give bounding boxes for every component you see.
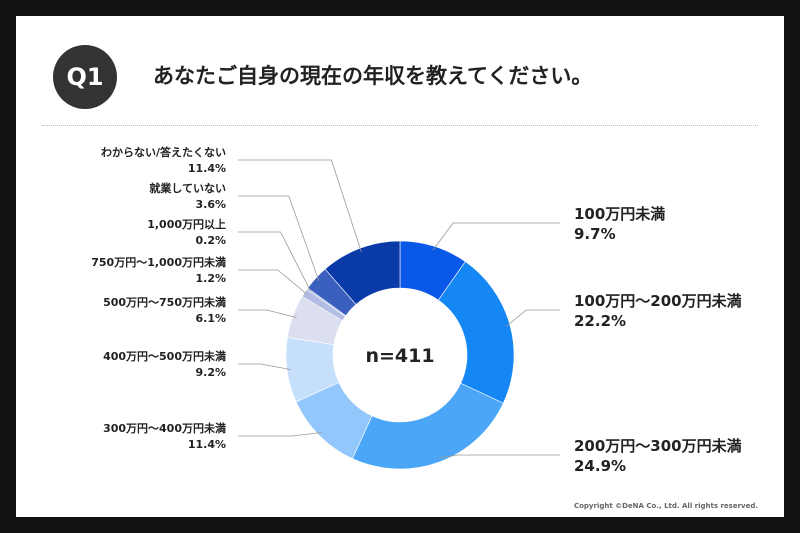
- slice-percent-label: 3.6%: [195, 198, 226, 211]
- slice-percent-label: 6.1%: [195, 312, 226, 325]
- leader-line: [238, 432, 322, 437]
- slice-percent-label: 22.2%: [574, 312, 626, 330]
- leader-line: [437, 454, 560, 459]
- slice-category-label: 300万円〜400万円未満: [103, 421, 226, 435]
- slice-category-label: 750万円〜1,000万円未満: [91, 255, 226, 269]
- slice-category-label: 100万円未満: [574, 205, 665, 223]
- leader-line: [238, 195, 320, 281]
- leader-line: [238, 309, 297, 318]
- slice-percent-label: 9.7%: [574, 225, 616, 243]
- donut-slice: [351, 382, 504, 470]
- leader-line: [238, 269, 309, 296]
- slice-percent-label: 9.2%: [195, 366, 226, 379]
- slice-category-label: 500万円〜750万円未満: [103, 295, 226, 309]
- slice-category-label: 就業していない: [149, 181, 226, 195]
- slice-category-label: 400万円〜500万円未満: [103, 349, 226, 363]
- leader-line: [238, 363, 292, 371]
- question-number-badge: Q1: [53, 45, 117, 109]
- slice-percent-label: 24.9%: [574, 457, 626, 475]
- slice-category-label: わからない/答えたくない: [101, 145, 226, 159]
- copyright-text: Copyright ©DeNA Co., Ltd. All rights res…: [573, 502, 758, 510]
- slice-category-label: 100万円〜200万円未満: [574, 292, 742, 310]
- leader-line: [238, 231, 311, 292]
- leader-line: [432, 222, 560, 251]
- slice-percent-label: 1.2%: [195, 272, 226, 285]
- donut-slice: [324, 240, 401, 305]
- slice-percent-label: 11.4%: [188, 438, 226, 451]
- slice-percent-label: 11.4%: [188, 162, 226, 175]
- slice-percent-label: 0.2%: [195, 234, 226, 247]
- question-title: あなたご自身の現在の年収を教えてください。: [153, 64, 593, 88]
- leader-line: [238, 159, 362, 253]
- sample-size-label: n=411: [365, 345, 434, 367]
- leader-line: [505, 309, 560, 327]
- header-divider: [42, 125, 758, 126]
- slice-category-label: 1,000万円以上: [147, 217, 226, 231]
- slice-category-label: 200万円〜300万円未満: [574, 437, 742, 455]
